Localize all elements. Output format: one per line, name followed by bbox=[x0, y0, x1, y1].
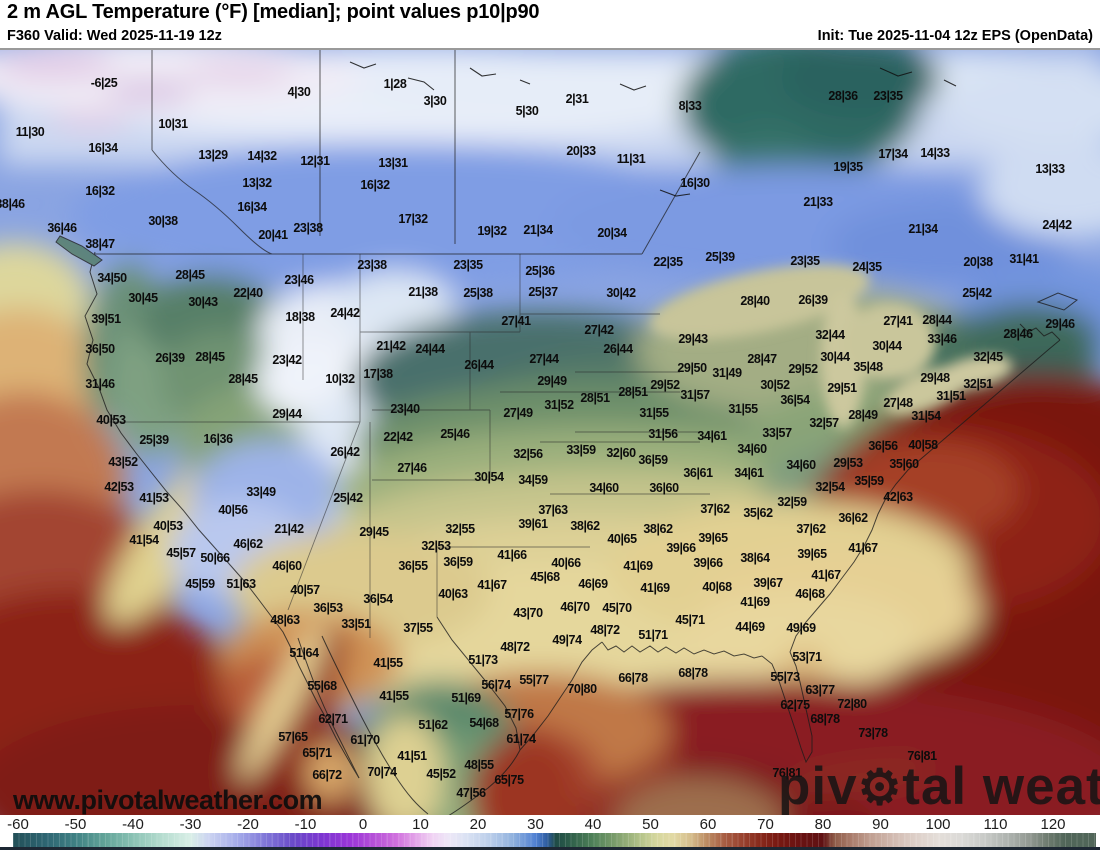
colorbar-tick-label: 40 bbox=[584, 816, 602, 833]
colorbar-tick-label: -30 bbox=[179, 816, 202, 833]
gear-icon: ⚙ bbox=[857, 761, 903, 815]
colorbar-bottom-strip bbox=[0, 847, 1100, 850]
coastline bbox=[55, 235, 1079, 817]
brand-suffix: tal weather bbox=[902, 757, 1100, 816]
header: 2 m AGL Temperature (°F) [median]; point… bbox=[0, 0, 1100, 48]
state-borders bbox=[108, 254, 710, 638]
arctic-islands bbox=[349, 61, 957, 197]
great-lakes bbox=[650, 264, 1013, 428]
colorbar-tick-label: 120 bbox=[1040, 816, 1066, 833]
brand-prefix: piv bbox=[778, 757, 858, 816]
colorbar-tick-label: 100 bbox=[925, 816, 951, 833]
valid-time-label: F360 Valid: Wed 2025-11-19 12z bbox=[7, 28, 222, 44]
colorbar-tick-label: 90 bbox=[872, 816, 889, 833]
colorbar-tick-label: 0 bbox=[358, 816, 368, 833]
colorbar-tick-label: 70 bbox=[757, 816, 774, 833]
colorbar-tick-label: 20 bbox=[469, 816, 487, 833]
colorbar-tick-label: -40 bbox=[122, 816, 144, 833]
temperature-shading bbox=[0, 50, 1100, 817]
page-title: 2 m AGL Temperature (°F) [median]; point… bbox=[7, 1, 540, 23]
colorbar-tick-label: 60 bbox=[699, 816, 717, 833]
init-time-label: Init: Tue 2025-11-04 12z EPS (OpenData) bbox=[817, 28, 1093, 44]
colorbar: -60 -50 -40 -30 -20 -10 0 10 20 30 40 50 60 70 80 90 100… bbox=[0, 815, 1100, 850]
colorbar-tick-label: 110 bbox=[983, 816, 1008, 833]
colorbar-tick-label: -10 bbox=[294, 816, 317, 833]
colorbar-gradient bbox=[13, 833, 1096, 847]
website-watermark: www.pivotalweather.com bbox=[13, 785, 323, 815]
temperature-map-canvas[interactable] bbox=[0, 48, 1100, 817]
colorbar-tick-label: 30 bbox=[527, 816, 544, 833]
colorbar-tick-label: 50 bbox=[642, 816, 659, 833]
colorbar-tick-label: 80 bbox=[814, 816, 832, 833]
country-borders bbox=[95, 50, 701, 255]
map-art bbox=[0, 50, 1100, 817]
brand-watermark: piv⚙tal weather bbox=[778, 760, 1100, 813]
colorbar-tick-label: -60 bbox=[7, 816, 29, 833]
colorbar-grain bbox=[13, 833, 1096, 847]
colorbar-tick-label: 10 bbox=[412, 816, 429, 833]
colorbar-tick-label: -50 bbox=[64, 816, 87, 833]
colorbar-tick-label: -20 bbox=[237, 816, 259, 833]
